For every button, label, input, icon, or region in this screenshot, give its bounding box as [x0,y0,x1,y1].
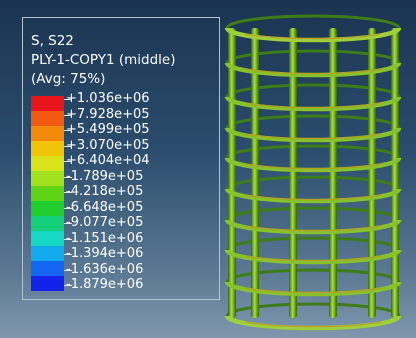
ring-front [224,219,402,235]
scale-tick [64,161,72,162]
scale-tick [64,192,72,193]
stress-highlight [244,33,382,40]
vertical-bar [391,28,399,318]
scale-swatch [31,126,64,141]
scale-tick [64,269,72,271]
scale-tick [64,145,72,147]
scale-tick-label: -1.789e+05 [66,168,144,184]
scale-tick-label: -9.077e+05 [66,215,144,230]
scale-tick-label: +6.404e+04 [66,153,150,168]
scale-tick-label: +7.928e+05 [66,106,150,122]
scale-swatch [31,156,64,171]
ring-back [225,236,401,251]
scale-tick-label: -1.879e+06 [66,277,144,292]
ring-back [225,114,401,129]
ring-front [224,281,402,297]
stress-highlight [244,194,382,201]
legend-step: PLY-1-COPY1 (middle) [31,52,176,68]
hoop-rings [225,14,401,317]
scale-swatch [31,111,64,126]
scale-tick-label: -1.394e+06 [66,246,144,261]
scale-tick-label: -6.648e+05 [66,199,144,215]
scale-tick-label: +5.499e+05 [66,122,150,137]
stress-highlight [244,255,382,262]
ring-front [224,188,402,204]
scale-tick [64,176,72,178]
color-scale [31,96,64,291]
vertical-bar [289,28,297,318]
ring-back [225,206,401,221]
ring-back [225,83,401,98]
ring-front [224,62,402,78]
scale-tick [64,130,72,131]
scale-tick-label: -4.218e+05 [66,184,144,199]
vertical-bar [251,28,259,318]
ring-front [224,249,402,265]
stress-highlight [244,163,382,170]
scale-swatch [31,276,64,291]
ring-back [225,302,401,317]
ring-front [224,27,402,43]
scale-tick [64,223,72,224]
legend-averaging: (Avg: 75%) [31,71,106,87]
scale-tick [64,114,72,116]
legend-panel [22,17,220,300]
legend-variable: S, S22 [31,33,74,49]
scale-tick-label: -1.636e+06 [66,261,144,277]
scale-tick [64,238,72,240]
scale-swatch [31,96,64,111]
ring-front [224,127,402,143]
vertical-bar [228,28,236,318]
stress-highlight [244,68,382,75]
stress-highlight [244,225,382,232]
ring-back [225,49,401,64]
scale-tick [64,99,72,100]
stress-highlight [244,133,382,140]
scale-tick-label: +3.070e+05 [66,137,150,153]
stress-highlight [244,102,382,109]
vertical-bars [224,27,402,331]
scale-tick-label: -1.151e+06 [66,230,144,246]
scale-tick [64,254,72,255]
scale-swatch [31,186,64,201]
scale-swatch [31,231,64,246]
ring-back [225,175,401,190]
stress-highlight [244,321,382,328]
scale-swatch [31,171,64,186]
vertical-bar [329,28,337,318]
ring-back [225,268,401,283]
ring-front [224,315,402,331]
scale-tick [64,285,72,286]
ring-front [224,96,402,112]
scale-tick [64,207,72,209]
ring-back [225,14,401,29]
stress-highlight [244,287,382,294]
scale-tick-label: +1.036e+06 [66,91,150,106]
scale-swatch [31,201,64,216]
scale-swatch [31,216,64,231]
vertical-bar [368,28,376,318]
ring-front [224,157,402,173]
scale-swatch [31,246,64,261]
scale-swatch [31,141,64,156]
ring-back [225,144,401,159]
scale-swatch [31,261,64,276]
